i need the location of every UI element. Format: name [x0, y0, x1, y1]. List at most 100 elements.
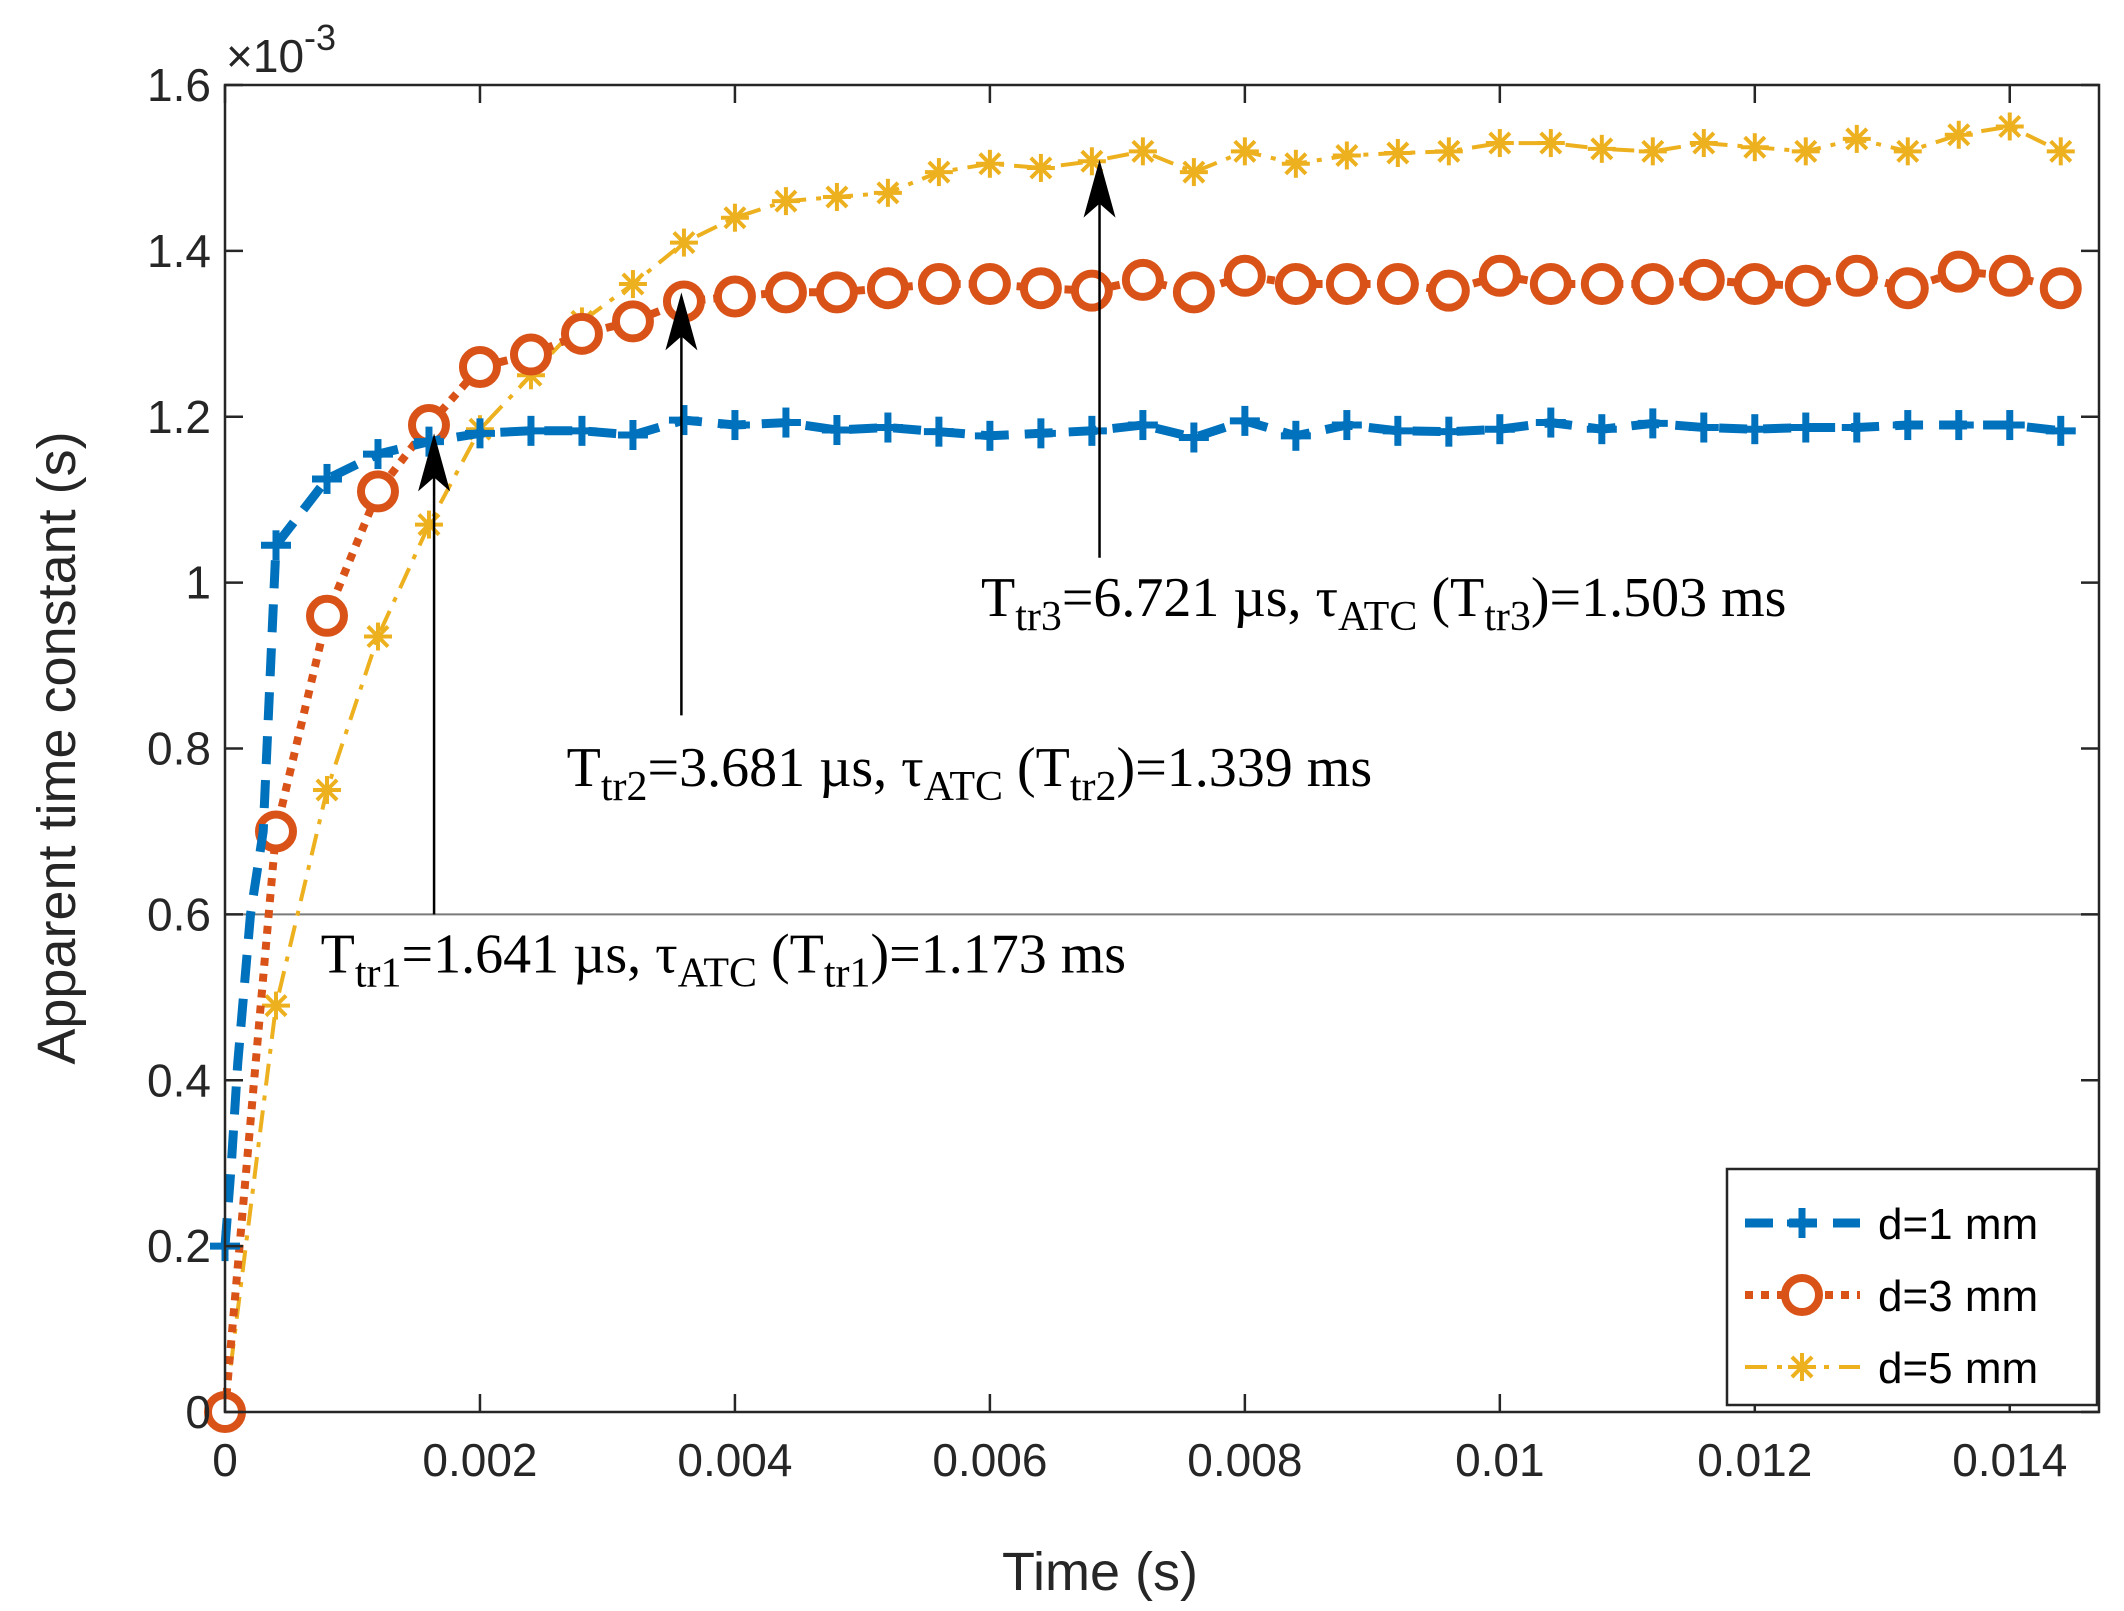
annotation-segment: )=1.339 ms [1117, 737, 1373, 799]
data-point [1019, 267, 1062, 310]
data-point [2046, 137, 2075, 166]
data-point [1688, 412, 1719, 443]
legend-item: d=1 mm [1745, 1200, 2038, 1249]
data-point [1478, 254, 1521, 297]
data-point [1172, 271, 1215, 314]
data-point [866, 267, 909, 310]
data-point [669, 228, 698, 257]
data-point [720, 203, 749, 232]
data-point [1230, 137, 1259, 166]
data-point [1682, 258, 1725, 301]
data-point [1886, 267, 1929, 310]
data-point [719, 410, 750, 441]
annotation-segment: (T [1417, 567, 1484, 629]
x-tick-label: 0.014 [1952, 1434, 2067, 1486]
x-tick-label: 0 [212, 1434, 238, 1486]
data-point [1376, 263, 1419, 306]
data-point [1223, 254, 1266, 297]
x-tick-label: 0.012 [1697, 1434, 1812, 1486]
data-point [458, 345, 501, 388]
data-point [305, 594, 348, 637]
data-point [260, 530, 291, 561]
x-tick-label: 0.008 [1187, 1434, 1302, 1486]
data-point [1121, 258, 1164, 301]
data-point [261, 991, 290, 1020]
y-tick-label: 0.6 [147, 888, 211, 940]
data-point [566, 415, 597, 446]
data-point [1433, 416, 1464, 447]
data-point [560, 312, 603, 355]
x-tick-label: 0.002 [422, 1434, 537, 1486]
annotation-segment: =3.681 µs, τ [648, 737, 924, 799]
data-point [363, 622, 392, 651]
data-point [1733, 263, 1776, 306]
data-point [1943, 410, 1974, 441]
annotation-segment: T [567, 737, 601, 799]
legend: d=1 mm d=3 mm d=5 mm [1725, 1167, 2099, 1407]
data-point [362, 439, 393, 470]
annotation-subscript: ATC [924, 764, 1003, 810]
data-point [414, 510, 443, 539]
legend-label: d=5 mm [1878, 1344, 2038, 1393]
data-point [1893, 137, 1922, 166]
data-point [764, 271, 807, 314]
annotation-segment: (T [1003, 737, 1070, 799]
annotation-arrow-head [1083, 159, 1116, 218]
data-point [1835, 254, 1878, 297]
annotation-text: Ttr2=3.681 µs, τATC (Ttr2)=1.339 ms [567, 737, 1373, 810]
data-point [515, 415, 546, 446]
data-point [924, 158, 953, 187]
data-point [509, 333, 552, 376]
data-point [1631, 263, 1674, 306]
data-point [917, 263, 960, 306]
plot-area: Ttr1=1.641 µs, τATC (Ttr1)=1.173 msTtr2=… [204, 83, 2101, 1433]
annotation-subscript: tr2 [1070, 764, 1117, 810]
y-tick-labels: 0 0.2 0.4 0.6 0.8 1 1.2 1.4 1.6 [147, 59, 211, 1438]
x-tick-label: 0.01 [1455, 1434, 1545, 1486]
data-point [822, 182, 851, 211]
data-point [1274, 263, 1317, 306]
data-point [1790, 412, 1821, 443]
data-point [974, 420, 1005, 451]
data-point [1739, 414, 1770, 445]
annotation-arrow-head [418, 433, 451, 492]
annotation-subscript: tr1 [824, 950, 871, 996]
data-point [1070, 269, 1113, 312]
y-tick-label: 1.6 [147, 59, 211, 111]
data-point [770, 407, 801, 438]
data-point [1382, 415, 1413, 446]
annotation-subscript: ATC [678, 950, 757, 996]
data-point [1637, 408, 1668, 439]
x-tick-labels: 0 0.002 0.004 0.006 0.008 0.01 0.012 0.014 [212, 1434, 2067, 1486]
legend-item: d=5 mm [1745, 1344, 2038, 1393]
data-point [1485, 129, 1514, 158]
annotation-subscript: tr3 [1015, 594, 1062, 640]
y-tick-label: 1.2 [147, 391, 211, 443]
data-point [1781, 1274, 1823, 1316]
annotation-segment: )=1.173 ms [871, 923, 1127, 985]
data-point [968, 263, 1011, 306]
data-point [1383, 139, 1412, 168]
data-point [1689, 129, 1718, 158]
data-point [1026, 153, 1055, 182]
data-point [1076, 415, 1107, 446]
annotation-segment: (T [757, 923, 824, 985]
data-point [617, 419, 648, 450]
data-point [464, 418, 495, 449]
data-point [1842, 124, 1871, 153]
data-point [1944, 120, 1973, 149]
data-point [1535, 407, 1566, 438]
data-point [1841, 412, 1872, 443]
data-point [873, 178, 902, 207]
data-point [1484, 414, 1515, 445]
annotation-subscript: tr3 [1484, 594, 1531, 640]
annotation-segment: T [321, 923, 355, 985]
data-point [2039, 267, 2082, 310]
annotation-subscript: tr1 [355, 950, 402, 996]
x-axis-title: Time (s) [1002, 1542, 1198, 1602]
data-point [872, 412, 903, 443]
data-point [1281, 149, 1310, 178]
y-tick-label: 0.4 [147, 1054, 211, 1106]
data-point [1994, 410, 2025, 441]
data-point [1788, 1353, 1816, 1381]
